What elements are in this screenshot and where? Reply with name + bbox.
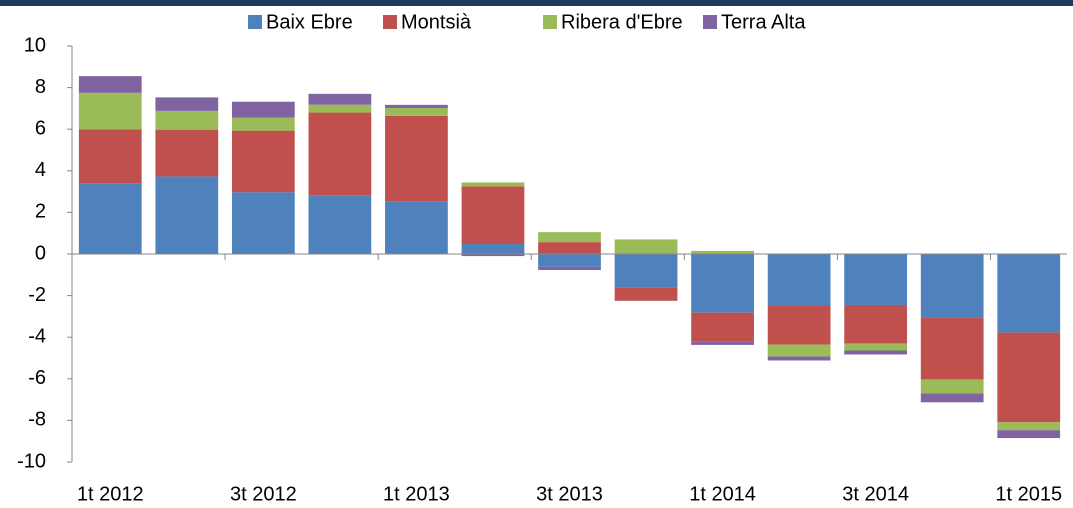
bar-segment bbox=[385, 201, 448, 254]
bar-segment bbox=[691, 312, 754, 342]
legend-label: Ribera d'Ebre bbox=[561, 11, 683, 33]
bar-segment bbox=[538, 266, 601, 271]
bar-segment bbox=[308, 93, 372, 105]
bar-segment bbox=[78, 129, 142, 184]
bar-segment bbox=[78, 183, 142, 254]
x-tick-label: 3t 2014 bbox=[842, 483, 909, 505]
x-tick-label: 1t 2014 bbox=[689, 483, 756, 505]
legend-label: Terra Alta bbox=[721, 11, 806, 33]
bar-segment bbox=[614, 254, 678, 288]
bar-segment bbox=[231, 192, 295, 254]
bar-segment bbox=[308, 104, 372, 113]
bar-segment bbox=[155, 176, 219, 254]
legend: Baix Ebre Montsià Ribera d'Ebre Terra Alta bbox=[248, 11, 806, 33]
bar-segment bbox=[691, 250, 754, 254]
bar-segment bbox=[614, 287, 678, 301]
bar-segment bbox=[614, 239, 678, 254]
y-tick-label: -4 bbox=[28, 325, 46, 347]
y-tick-label: 10 bbox=[24, 34, 46, 56]
bar-segment bbox=[538, 254, 601, 267]
bar-segment bbox=[461, 244, 525, 254]
bar-segment bbox=[844, 304, 908, 344]
bar-segment bbox=[920, 393, 984, 403]
legend-swatch bbox=[383, 15, 397, 29]
bar-segment bbox=[538, 232, 601, 243]
y-tick-label: -2 bbox=[28, 284, 46, 306]
y-tick-label: 4 bbox=[35, 159, 46, 181]
bar-segment bbox=[767, 254, 831, 306]
bar-segment bbox=[997, 332, 1061, 423]
bar-segment bbox=[461, 182, 525, 187]
x-tick-label: 3t 2013 bbox=[536, 483, 603, 505]
bar-segment bbox=[767, 344, 831, 357]
bar-segment bbox=[767, 306, 831, 345]
bar-segment bbox=[538, 242, 601, 254]
bar-segment bbox=[78, 76, 142, 93]
legend-swatch bbox=[248, 15, 262, 29]
y-tick-label: 2 bbox=[35, 201, 46, 223]
bar-segment bbox=[155, 129, 219, 177]
bar-segment bbox=[691, 341, 754, 345]
bar-segment bbox=[231, 117, 295, 131]
x-tick-label: 1t 2013 bbox=[383, 483, 450, 505]
y-tick-label: -10 bbox=[17, 450, 46, 472]
bar-segment bbox=[385, 107, 448, 116]
bar-segment bbox=[997, 430, 1061, 439]
legend-swatch bbox=[703, 15, 717, 29]
bar-segment bbox=[691, 254, 754, 313]
bar-segment bbox=[920, 379, 984, 394]
bar-segment bbox=[997, 422, 1061, 431]
y-tick-label: -6 bbox=[28, 367, 46, 389]
bar-segment bbox=[155, 97, 219, 111]
bar-segment bbox=[920, 254, 984, 318]
bar-segment bbox=[844, 254, 908, 305]
bar-segment bbox=[844, 350, 908, 355]
bar-segment bbox=[385, 115, 448, 202]
bar-segment bbox=[920, 317, 984, 380]
x-tick-label: 1t 2012 bbox=[77, 483, 144, 505]
y-tick-label: -8 bbox=[28, 409, 46, 431]
y-tick-label: 0 bbox=[35, 242, 46, 264]
legend-label: Montsià bbox=[401, 11, 472, 33]
x-tick-label: 1t 2015 bbox=[995, 483, 1062, 505]
legend-label: Baix Ebre bbox=[266, 11, 353, 33]
bar-segment bbox=[461, 254, 525, 257]
bar-segment bbox=[155, 110, 219, 130]
bar-segment bbox=[844, 343, 908, 351]
y-tick-label: 6 bbox=[35, 117, 46, 139]
bar-segment bbox=[308, 195, 372, 254]
header-band bbox=[0, 0, 1073, 6]
bar-segment bbox=[308, 112, 372, 196]
bar-segment bbox=[231, 101, 295, 118]
y-tick-label: 8 bbox=[35, 76, 46, 98]
bar-segment bbox=[385, 104, 448, 108]
bar-segment bbox=[767, 356, 831, 361]
bar-segment bbox=[78, 92, 142, 130]
bar-segment bbox=[461, 186, 525, 245]
bar-segment bbox=[231, 130, 295, 193]
bar-segment bbox=[997, 254, 1061, 333]
x-tick-label: 3t 2012 bbox=[230, 483, 297, 505]
legend-swatch bbox=[543, 15, 557, 29]
